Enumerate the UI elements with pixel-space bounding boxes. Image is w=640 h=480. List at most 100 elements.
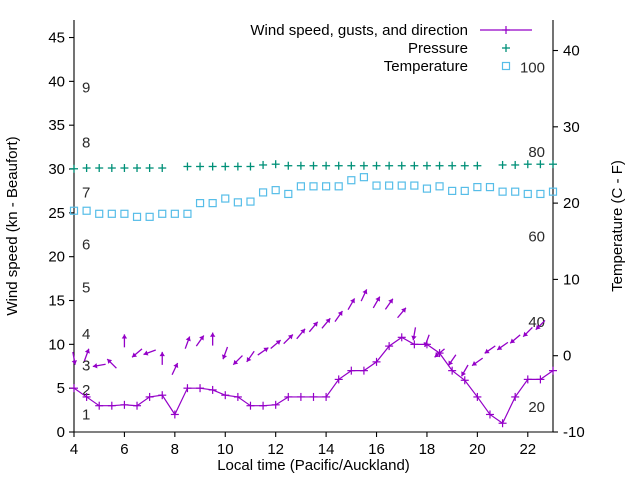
x-tick-label: 10 (217, 441, 234, 458)
axis-titles: Local time (Pacific/Auckland) Wind speed … (4, 136, 626, 474)
y-tick-label: 40 (48, 73, 65, 90)
legend-item-temperature[interactable]: Temperature (384, 58, 511, 75)
beaufort-label: 2 (82, 382, 90, 399)
beaufort-label: 6 (82, 236, 90, 253)
temperature-point (183, 209, 192, 218)
temperature-point (334, 182, 343, 191)
gust-arrow (209, 332, 216, 346)
gust-arrow (397, 307, 407, 319)
y2-axis-title: Temperature (C - F) (609, 160, 626, 292)
gust-arrow (384, 298, 394, 310)
temperature-point (309, 182, 318, 191)
temperature-point (485, 182, 495, 192)
gust-arrow (246, 350, 255, 363)
series-group (69, 160, 558, 428)
temperature-point (397, 181, 406, 190)
x-tick-label: 22 (519, 441, 536, 458)
y2-tick-label: -10 (563, 424, 585, 441)
temperature-point (385, 181, 394, 190)
y-tick-label: 30 (48, 161, 65, 178)
gust-arrow (535, 319, 546, 331)
fahrenheit-label: 80 (528, 144, 545, 161)
y-tick-label: 0 (57, 424, 65, 441)
y-tick-label: 5 (57, 380, 65, 397)
legend-square-icon (501, 61, 511, 71)
gust-arrow (71, 351, 78, 365)
temperature-point (347, 176, 356, 185)
gust-arrow (83, 348, 90, 362)
y2-tick-label: 40 (563, 43, 580, 60)
gust-arrow (121, 334, 128, 348)
gust-arrow (92, 363, 106, 369)
series-wind (70, 333, 557, 428)
temperature-point (548, 187, 558, 196)
gust-arrow (171, 362, 179, 376)
x-tick-label: 6 (120, 441, 128, 458)
series-temperature (69, 173, 558, 221)
gust-arrow (296, 328, 306, 340)
gust-arrow (221, 346, 229, 360)
temperature-point (536, 189, 545, 199)
gust-arrow (159, 351, 165, 365)
gust-arrow (372, 296, 381, 309)
temperature-point (410, 181, 419, 190)
y2-tick-label: 10 (563, 271, 580, 288)
gust-arrow (195, 335, 205, 347)
temperature-point (132, 212, 142, 221)
beaufort-label: 3 (82, 357, 90, 374)
temperature-point (95, 209, 104, 218)
gust-arrow (423, 334, 430, 348)
legend-label-pressure: Pressure (408, 40, 468, 57)
y-tick-label: 15 (48, 293, 65, 310)
inner-scale-labels: 1 2 3 4 5 6 7 8 9 20 40 60 80 100 (82, 59, 545, 423)
gust-arrow (434, 348, 445, 358)
x-axis-title: Local time (Pacific/Auckland) (217, 457, 410, 474)
gust-arrow (308, 321, 319, 333)
gust-arrow (522, 327, 533, 338)
temperature-point (498, 187, 507, 196)
legend: Wind speed, gusts, and directionPressure… (250, 22, 532, 75)
temperature-point (359, 173, 369, 182)
temperature-point (422, 184, 432, 193)
gust-arrow (232, 355, 243, 366)
gust-arrow (321, 317, 331, 329)
x-tick-label: 16 (368, 441, 385, 458)
beaufort-label: 1 (82, 406, 90, 423)
gust-arrow (257, 347, 269, 356)
series-gusts (71, 289, 546, 377)
gust-arrow (360, 289, 368, 302)
temperature-point (372, 181, 381, 190)
temperature-point (448, 186, 457, 196)
x-tick-label: 14 (318, 441, 335, 458)
temperature-point (322, 182, 331, 191)
y2-tick-label: 20 (563, 195, 580, 212)
y-tick-label: 45 (48, 30, 65, 47)
gust-arrow (283, 334, 294, 345)
legend-label-temperature: Temperature (384, 58, 468, 75)
gust-arrow (131, 348, 143, 358)
beaufort-label: 4 (82, 326, 90, 343)
beaufort-label: 9 (82, 79, 90, 96)
gust-arrow (496, 341, 509, 351)
gust-arrow (411, 327, 417, 341)
temperature-point (473, 182, 482, 192)
temperature-point (523, 189, 532, 199)
temperature-point (233, 198, 242, 207)
plot-frame (73, 20, 554, 433)
fahrenheit-label: 60 (528, 229, 545, 246)
gust-arrow (509, 334, 521, 344)
gust-arrow (270, 339, 282, 350)
legend-item-wind[interactable]: Wind speed, gusts, and direction (250, 22, 532, 39)
y-tick-label: 35 (48, 117, 65, 134)
x-tick-label: 12 (267, 441, 284, 458)
y-tick-label: 25 (48, 205, 65, 222)
temperature-point (435, 182, 444, 191)
temperature-point (246, 197, 255, 206)
temperature-point (511, 187, 520, 196)
temperature-point (170, 209, 179, 218)
legend-item-pressure[interactable]: Pressure (408, 40, 510, 57)
temperature-point (145, 212, 154, 221)
temperature-point (158, 209, 167, 218)
gust-arrow (484, 345, 496, 354)
series-pressure (70, 160, 557, 173)
